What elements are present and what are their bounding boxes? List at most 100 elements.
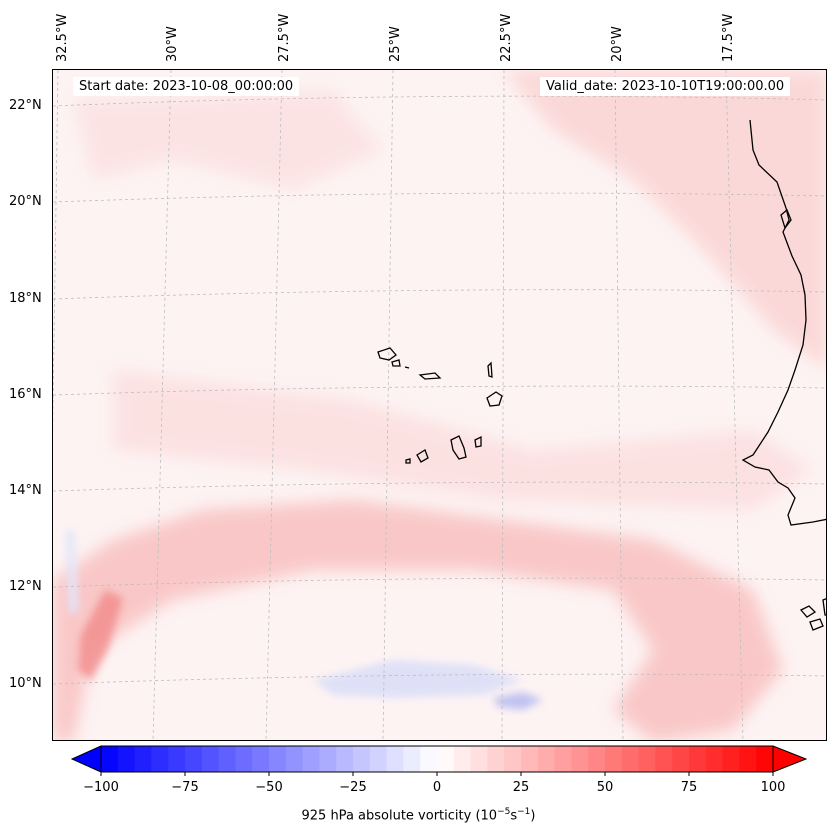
bissau-islands-2 xyxy=(809,618,824,631)
colorbar-tick-label: 0 xyxy=(432,780,442,795)
cape-verde-brava xyxy=(405,458,411,464)
meridian-20w xyxy=(614,70,624,740)
colorbar-segment xyxy=(101,746,119,772)
positive-vorticity-band-nw xyxy=(73,90,383,190)
colorbar-segment xyxy=(235,746,253,772)
vorticity-field xyxy=(53,70,826,740)
map-panel[interactable] xyxy=(52,69,827,741)
cape-verde-santiago xyxy=(450,435,467,460)
colorbar-segment xyxy=(420,746,438,772)
bissau-islands-1 xyxy=(799,605,817,618)
colorbar-segment xyxy=(336,746,354,772)
lat-label-18n: 18°N xyxy=(9,291,42,306)
colorbar-segment xyxy=(201,746,220,772)
lon-label-32-5w: 32.5°W xyxy=(55,13,70,62)
lat-label-12n: 12°N xyxy=(9,579,42,594)
cape-verde-boa-vista xyxy=(486,391,503,407)
positive-vorticity-max-west xyxy=(78,590,123,680)
colorbar-segment xyxy=(605,746,623,772)
lat-label-22n: 22°N xyxy=(9,98,42,113)
colorbar-segment xyxy=(134,746,152,772)
colorbar-segment xyxy=(117,746,136,772)
colorbar-segment xyxy=(369,746,388,772)
colorbar-label-exp1: −5 xyxy=(497,807,511,817)
negative-vorticity-west-streak xyxy=(65,530,79,615)
colorbar-ticks xyxy=(100,772,774,776)
colorbar-segment xyxy=(168,746,186,772)
lat-label-14n: 14°N xyxy=(9,483,42,498)
colorbar-segment xyxy=(487,746,505,772)
meridian-27-5w xyxy=(265,70,283,740)
bissau-islands-3 xyxy=(822,598,826,616)
colorbar-segment xyxy=(537,746,556,772)
coastlines xyxy=(377,119,826,631)
lon-label-17-5w: 17.5°W xyxy=(721,13,736,62)
meridian-25w xyxy=(382,70,394,740)
colorbar-segment xyxy=(521,746,539,772)
colorbar-segment xyxy=(319,746,337,772)
colorbar-outline-low xyxy=(70,745,102,773)
meridian-30w xyxy=(152,70,172,740)
lon-label-20w: 20°W xyxy=(610,26,625,62)
africa-inlet-north xyxy=(780,208,792,230)
parallel-10n xyxy=(53,673,826,685)
positive-vorticity-band-central xyxy=(113,370,813,510)
colorbar-segment xyxy=(739,746,757,772)
colorbar-segment xyxy=(151,746,169,772)
colorbar-segment xyxy=(386,746,404,772)
colorbar-tick-label: −75 xyxy=(171,780,199,795)
parallel-12n xyxy=(53,577,826,588)
graticule xyxy=(53,70,826,740)
parallel-22n xyxy=(53,95,826,107)
colorbar-segment xyxy=(269,746,287,772)
lon-label-25w: 25°W xyxy=(388,26,403,62)
colorbar-segment xyxy=(756,746,774,772)
africa-coastline xyxy=(741,119,826,526)
colorbar-tick-label: 25 xyxy=(512,780,530,795)
cape-verde-fogo xyxy=(416,449,429,463)
colorbar-segment xyxy=(554,746,572,772)
negative-vorticity-min-south xyxy=(493,692,543,710)
start-date-label: Start date: 2023-10-08_00:00:00 xyxy=(73,77,300,96)
colorbar-segment xyxy=(252,746,270,772)
cape-verde-santo-antao xyxy=(377,347,397,361)
colorbar-label-suffix: ) xyxy=(530,808,536,824)
lon-label-27-5w: 27.5°W xyxy=(277,13,292,62)
colorbar-tick-label: 50 xyxy=(596,780,614,795)
cape-verde-maio xyxy=(474,435,482,448)
colorbar-segment xyxy=(218,746,236,772)
colorbar-segment xyxy=(722,746,740,772)
colorbar-segment xyxy=(504,746,522,772)
colorbar-outline-high xyxy=(772,745,808,773)
positive-vorticity-band-south-arc xyxy=(53,500,783,740)
parallel-14n xyxy=(53,481,826,492)
colorbar-tick-label: 75 xyxy=(680,780,698,795)
negative-vorticity-south xyxy=(313,660,523,698)
colorbar-segment xyxy=(638,746,656,772)
cape-verde-sao-vicente xyxy=(391,359,401,367)
colorbar-tick-label: −25 xyxy=(339,780,367,795)
valid-date-label: Valid_date: 2023-10-10T19:00:00.00 xyxy=(540,77,791,96)
colorbar-label-prefix: 925 hPa absolute vorticity (10 xyxy=(301,808,498,824)
parallel-16n xyxy=(53,385,826,396)
cape-verde-sao-nicolau xyxy=(418,372,442,380)
colorbar-segment xyxy=(285,746,304,772)
colorbar-segment xyxy=(470,746,488,772)
colorbar-label-exp2: −1 xyxy=(517,807,531,817)
parallel-20n xyxy=(53,192,826,203)
colorbar-segment xyxy=(672,746,690,772)
meridian-22-5w xyxy=(501,70,505,740)
vorticity-map xyxy=(53,70,826,740)
lon-label-30w: 30°W xyxy=(165,26,180,62)
lon-label-22-5w: 22.5°W xyxy=(499,13,514,62)
parallel-18n xyxy=(53,289,826,300)
colorbar-label: 925 hPa absolute vorticity (10−5s−1) xyxy=(0,807,837,823)
colorbar-segment xyxy=(588,746,606,772)
colorbar-segment xyxy=(302,746,320,772)
lat-label-10n: 10°N xyxy=(9,676,42,691)
colorbar-segment xyxy=(705,746,724,772)
colorbar-tick-label: 100 xyxy=(760,780,786,795)
colorbar-segments xyxy=(101,746,774,772)
lat-label-20n: 20°N xyxy=(9,194,42,209)
cape-verde-sal xyxy=(487,361,493,378)
